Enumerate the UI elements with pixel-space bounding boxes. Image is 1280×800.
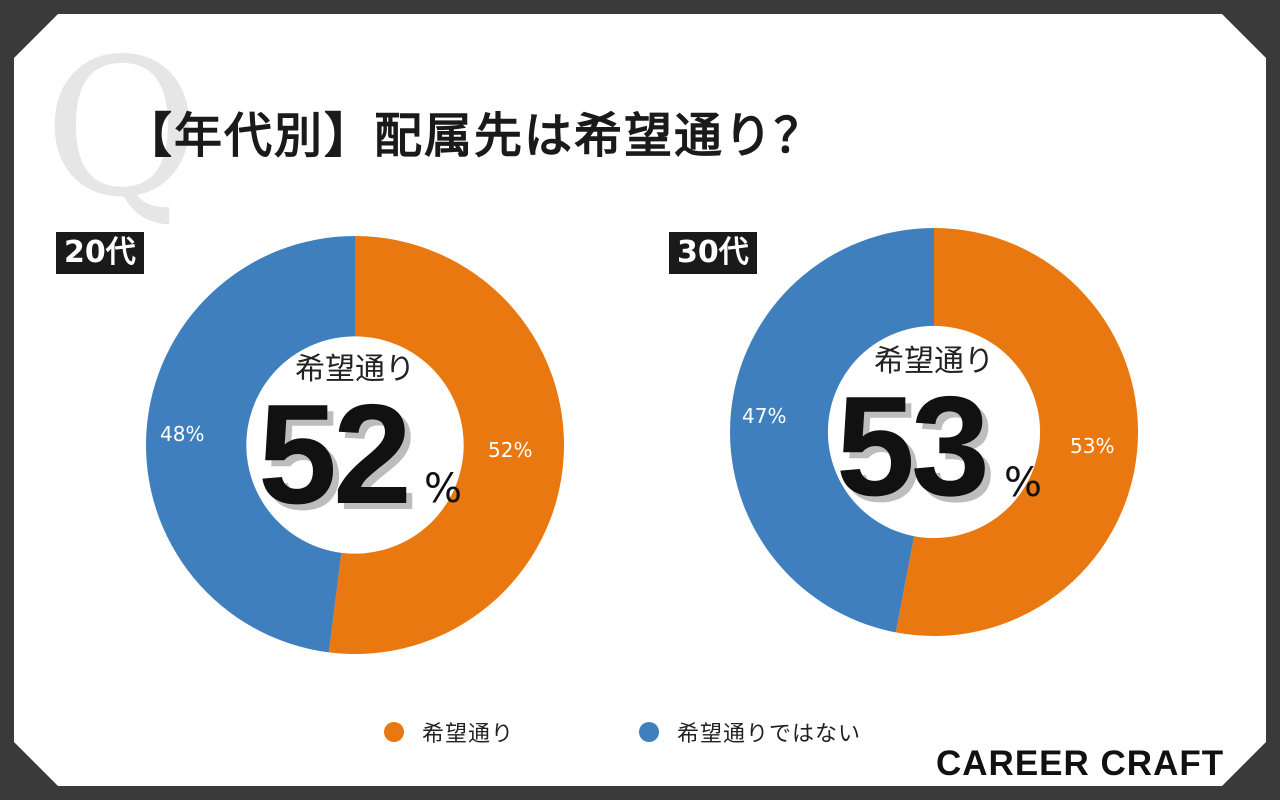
legend-item-yes: 希望通り	[384, 716, 514, 748]
legend-item-no: 希望通りではない	[639, 716, 861, 748]
center-caption-30s: 希望通り	[874, 344, 994, 379]
big-percent-30s: 53	[836, 367, 990, 526]
slice-label-no-30s: 47%	[742, 404, 787, 428]
big-percent-20s: 52	[258, 375, 412, 534]
age-tag-30s: 30代	[669, 232, 757, 274]
percent-sign-30s: %	[1004, 460, 1043, 506]
chart-title: 【年代別】配属先は希望通り？	[124, 108, 825, 164]
center-caption-20s: 希望通り	[295, 352, 415, 387]
legend-label-yes: 希望通り	[422, 722, 515, 747]
legend-swatch-no	[639, 722, 659, 742]
age-tag-20s: 20代	[56, 232, 144, 274]
slice-yes-0	[328, 236, 564, 654]
donut-chart-30s	[730, 228, 1139, 636]
q-watermark: Q	[44, 18, 200, 239]
slice-label-no-20s: 48%	[160, 422, 205, 446]
slice-label-yes-30s: 53%	[1070, 434, 1115, 458]
chart-card: Q 【年代別】配属先は希望通り？ 20代 希望通り 52 % 52% 48% 3…	[14, 14, 1266, 786]
legend-label-no: 希望通りではない	[677, 722, 862, 747]
slice-no-1	[730, 228, 934, 633]
slice-yes-1	[895, 228, 1139, 636]
brand-logo: CAREER CRAFT	[936, 744, 1225, 783]
percent-sign-20s: %	[424, 466, 463, 512]
slice-no-0	[145, 236, 355, 653]
donut-chart-20s	[145, 236, 564, 654]
legend-swatch-yes	[384, 722, 404, 742]
slice-label-yes-20s: 52%	[488, 438, 533, 462]
